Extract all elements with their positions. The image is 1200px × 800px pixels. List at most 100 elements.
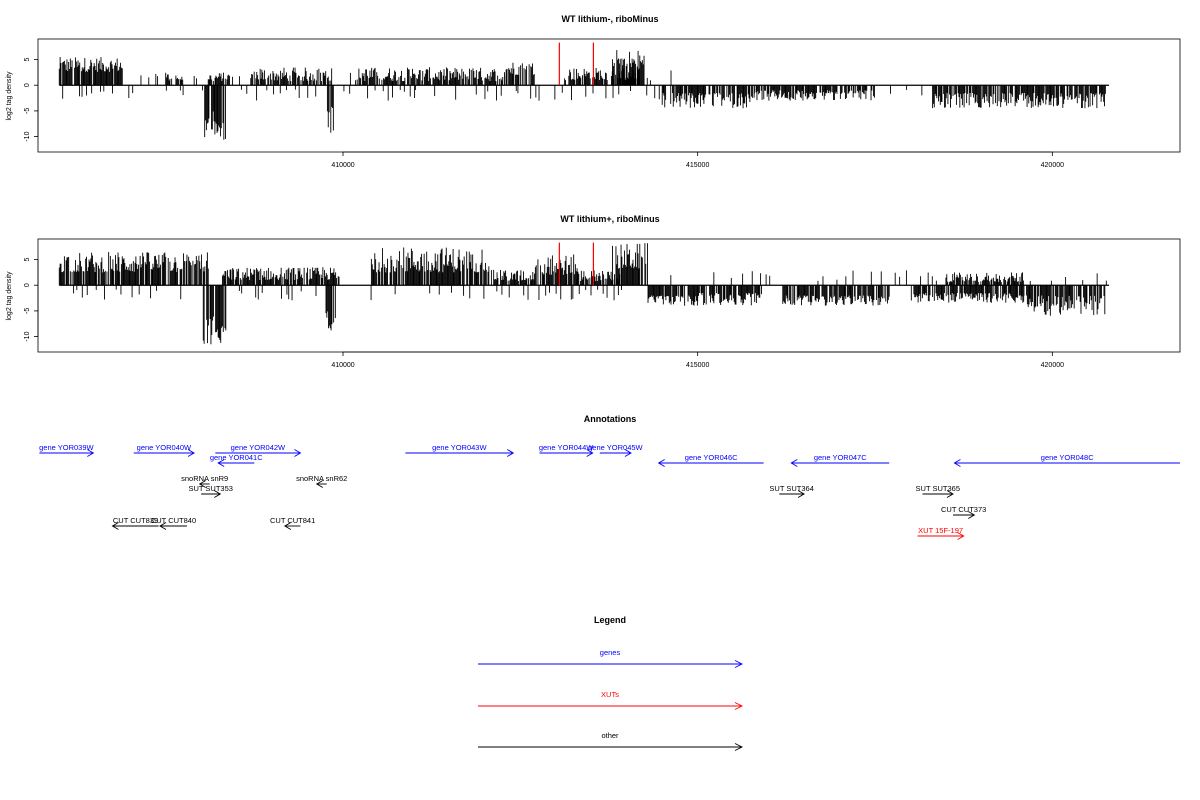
annotation-feature: SUT SUT365 — [916, 484, 960, 498]
annotation-feature: XUT 15F-197 — [917, 526, 965, 540]
annotation-feature: gene YOR045W — [588, 443, 644, 457]
annotation-label: CUT CUT839 — [113, 516, 158, 525]
annotation-arrowhead — [214, 490, 222, 498]
legend-label: other — [601, 731, 619, 740]
y-tick-label: -10 — [24, 131, 31, 141]
y-tick-label: 0 — [24, 83, 31, 87]
annotation-arrowhead — [657, 459, 665, 467]
annotation-feature: snoRNA snR62 — [296, 474, 347, 488]
annotation-label: SUT SUT364 — [769, 484, 813, 493]
legend-title: Legend — [594, 615, 626, 625]
annotations-track: Annotations gene YOR039W gene YOR040W gene… — [39, 414, 1180, 540]
annotation-feature: gene YOR044W — [539, 443, 594, 457]
y-axis: 5 0 -5 -10 — [24, 257, 39, 342]
annotation-label: gene YOR041C — [210, 453, 263, 462]
x-tick-label: 410000 — [331, 362, 354, 369]
annotation-label: gene YOR039W — [39, 443, 94, 452]
annotation-label: gene YOR044W — [539, 443, 594, 452]
annotation-arrowhead — [946, 490, 954, 498]
annotation-arrowhead — [507, 449, 515, 457]
legend-arrowhead — [734, 743, 744, 751]
annotation-feature: CUT CUT841 — [270, 516, 315, 530]
annotation-label: gene YOR045W — [588, 443, 643, 452]
annotation-label: SUT SUT365 — [916, 484, 960, 493]
legend-items: genes XUTs other — [478, 648, 744, 751]
legend-item: genes — [478, 648, 744, 668]
x-tick-label: 420000 — [1041, 162, 1064, 169]
highlight-marks — [558, 242, 594, 286]
y-tick-label: 5 — [24, 57, 31, 61]
annotation-feature: gene YOR039W — [39, 443, 95, 457]
y-tick-label: 5 — [24, 257, 31, 261]
annotations-title: Annotations — [584, 414, 637, 424]
annotation-feature: SUT SUT364 — [769, 484, 814, 498]
y-tick-label: -10 — [24, 331, 31, 341]
annotation-feature: gene YOR048C — [953, 453, 1180, 467]
annotation-label: gene YOR047C — [814, 453, 867, 462]
annotation-feature: CUT CUT840 — [151, 516, 196, 530]
x-tick-label: 415000 — [686, 162, 709, 169]
bar-marks — [58, 50, 1106, 140]
annotation-feature: gene YOR043W — [405, 443, 515, 457]
panel-lithium-plus: WT lithium+, riboMinus 5 0 -5 -10 410000 415… — [6, 214, 1181, 369]
x-axis: 410000 415000 420000 — [331, 151, 1064, 169]
legend-item: XUTs — [478, 690, 744, 710]
y-tick-label: -5 — [24, 108, 31, 114]
legend-arrowhead — [734, 660, 744, 668]
panel-title: WT lithium+, riboMinus — [560, 214, 659, 224]
annotation-arrowhead — [586, 449, 594, 457]
annotation-label: SUT SUT353 — [188, 484, 232, 493]
annotation-feature: gene YOR040W — [133, 443, 195, 457]
annotation-arrowhead — [315, 480, 323, 488]
annotation-arrowhead — [187, 449, 195, 457]
annotation-label: gene YOR043W — [432, 443, 487, 452]
annotation-label: gene YOR040W — [137, 443, 192, 452]
annotation-label: snoRNA snR62 — [296, 474, 347, 483]
annotation-arrowhead — [797, 490, 805, 498]
annotation-label: gene YOR046C — [685, 453, 738, 462]
annotation-arrowhead — [624, 449, 632, 457]
annotation-feature: CUT CUT839 — [111, 516, 159, 530]
x-tick-label: 420000 — [1041, 362, 1064, 369]
legend: Legend genes XUTs other — [478, 615, 744, 751]
annotation-label: gene YOR048C — [1041, 453, 1094, 462]
x-tick-label: 415000 — [686, 362, 709, 369]
annotation-arrowhead — [790, 459, 798, 467]
annotation-arrowhead — [198, 480, 206, 488]
annotation-feature: gene YOR046C — [657, 453, 764, 467]
annotation-label: CUT CUT373 — [941, 505, 986, 514]
annotation-arrowhead — [283, 522, 292, 530]
annotation-arrowhead — [968, 511, 976, 519]
legend-label: genes — [600, 648, 621, 657]
y-axis: 5 0 -5 -10 — [24, 57, 39, 142]
annotation-label: XUT 15F-197 — [918, 526, 963, 535]
annotation-label: snoRNA snR9 — [181, 474, 228, 483]
y-axis-label: log2 tag density — [6, 71, 13, 121]
annotation-label: CUT CUT841 — [270, 516, 315, 525]
annotation-arrowhead — [217, 459, 225, 467]
annotation-feature: CUT CUT373 — [941, 505, 986, 519]
annotation-feature: gene YOR042W — [215, 443, 302, 457]
annotation-feature: gene YOR047C — [790, 453, 890, 467]
annotation-items: gene YOR039W gene YOR040W gene YOR042W gene… — [39, 443, 1180, 540]
annotation-arrowhead — [111, 522, 119, 530]
panel-lithium-minus: WT lithium-, riboMinus 5 0 -5 -10 410000 415… — [6, 14, 1181, 169]
legend-item: other — [478, 731, 744, 751]
legend-label: XUTs — [601, 690, 619, 699]
annotation-arrowhead — [294, 449, 302, 457]
annotation-feature: SUT SUT353 — [188, 484, 233, 498]
panel-title: WT lithium-, riboMinus — [562, 14, 659, 24]
x-tick-label: 410000 — [331, 162, 354, 169]
legend-arrowhead — [734, 702, 744, 710]
annotation-arrowhead — [87, 449, 95, 457]
annotation-label: CUT CUT840 — [151, 516, 196, 525]
annotation-arrowhead — [159, 522, 167, 530]
bar-marks — [58, 243, 1107, 345]
annotation-label: gene YOR042W — [231, 443, 286, 452]
x-axis: 410000 415000 420000 — [331, 351, 1064, 369]
y-tick-label: 0 — [24, 283, 31, 287]
annotation-arrowhead — [957, 532, 965, 540]
highlight-marks — [558, 42, 594, 86]
y-tick-label: -5 — [24, 308, 31, 314]
